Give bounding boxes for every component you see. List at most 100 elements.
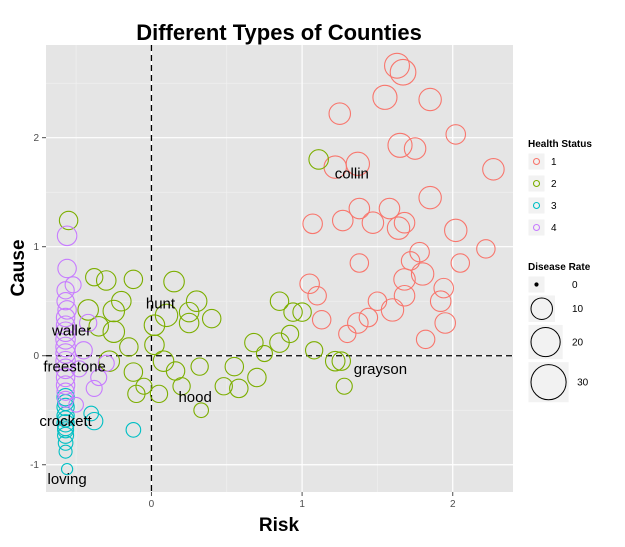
- point-status-2: [123, 362, 144, 382]
- point-status-2: [144, 334, 165, 356]
- y-axis-ticks: -1 0 1 2: [30, 133, 46, 471]
- chart-title: Different Types of Counties: [136, 20, 422, 45]
- legend-size-key-bg: [527, 294, 556, 323]
- point-status-4: [68, 396, 84, 413]
- legend-key-status-4: [532, 223, 541, 232]
- point-status-2: [88, 315, 110, 337]
- point-status-2: [95, 270, 117, 291]
- point-status-1: [338, 324, 357, 344]
- point-status-4: [56, 292, 75, 311]
- point-status-1: [482, 158, 505, 181]
- point-status-1: [380, 298, 405, 322]
- legend-disease-rate: Disease Rate 0 10 20 30: [527, 262, 591, 404]
- point-status-3: [58, 444, 73, 459]
- point-status-2: [331, 351, 352, 371]
- point-status-1: [387, 132, 413, 158]
- point-status-2: [324, 350, 346, 372]
- plot-panel: [46, 45, 513, 492]
- annotation-waller: waller: [51, 323, 91, 340]
- legend-label-status-2: 2: [551, 179, 557, 190]
- legend-size-label-20: 20: [572, 338, 584, 349]
- x-tick-label: 2: [450, 499, 456, 510]
- point-status-2: [247, 367, 267, 388]
- point-status-4: [56, 225, 78, 247]
- point-status-2: [214, 377, 233, 396]
- point-status-3: [60, 462, 74, 476]
- point-status-1: [476, 239, 496, 259]
- point-status-4: [79, 313, 98, 333]
- annotation-collin: collin: [335, 166, 369, 183]
- point-status-4: [97, 354, 115, 372]
- point-status-4: [85, 379, 103, 397]
- point-status-1: [429, 290, 452, 313]
- point-status-2: [119, 337, 139, 357]
- legend-size-label-30: 30: [577, 378, 589, 389]
- legend-health-status: Health Status 1 2 3 4: [527, 139, 592, 237]
- legend-size-key-bg: [527, 323, 564, 361]
- point-status-2: [58, 210, 79, 231]
- legend-key-bg: [527, 152, 546, 171]
- point-status-3: [125, 422, 142, 438]
- point-status-1: [307, 286, 327, 306]
- annotation-hunt: hunt: [146, 295, 176, 312]
- annotation-grayson: grayson: [354, 361, 407, 378]
- point-status-4: [70, 360, 88, 378]
- point-status-1: [389, 58, 417, 86]
- point-status-1: [328, 102, 352, 125]
- point-status-1: [418, 185, 442, 210]
- point-status-1: [358, 307, 379, 328]
- annotation-crockett: crockett: [39, 413, 92, 430]
- point-status-1: [302, 213, 323, 235]
- point-status-2: [304, 341, 324, 360]
- legend-size-label-10: 10: [572, 304, 584, 315]
- point-status-1: [361, 211, 385, 234]
- point-status-4: [55, 358, 76, 380]
- legend-key-status-2: [532, 179, 541, 188]
- point-status-1: [444, 218, 468, 243]
- point-status-1: [347, 312, 369, 334]
- legend-label-status-1: 1: [551, 157, 557, 168]
- point-status-2: [163, 270, 185, 293]
- point-status-3: [56, 387, 75, 407]
- reference-lines: [46, 45, 513, 492]
- point-status-1: [415, 329, 436, 350]
- point-status-2: [85, 268, 104, 287]
- point-status-4: [74, 341, 93, 360]
- point-status-1: [311, 309, 332, 330]
- point-status-2: [102, 320, 126, 344]
- point-status-2: [190, 357, 209, 376]
- y-axis-title: Cause: [8, 239, 29, 296]
- legend-size-key-bg: [527, 361, 570, 404]
- point-status-2: [102, 299, 126, 323]
- point-status-4: [55, 367, 76, 388]
- point-status-2: [152, 350, 175, 372]
- point-status-4: [57, 258, 77, 279]
- point-status-3: [57, 419, 75, 437]
- legend-size-key-30: [530, 364, 567, 401]
- point-status-1: [410, 262, 435, 286]
- point-status-1: [384, 52, 410, 79]
- legend-size-key-10: [530, 297, 553, 320]
- point-status-3: [57, 410, 75, 428]
- point-status-2: [335, 377, 353, 395]
- point-status-2: [149, 384, 169, 404]
- y-tick-label: -1: [30, 460, 39, 471]
- point-status-4: [55, 315, 76, 335]
- point-status-2: [244, 332, 264, 353]
- major-gridlines: [46, 45, 513, 492]
- point-status-2: [229, 378, 249, 399]
- legend-size-label-0: 0: [572, 280, 578, 291]
- point-status-3: [85, 411, 104, 431]
- point-status-1: [433, 277, 454, 299]
- legend-label-status-3: 3: [551, 201, 557, 212]
- point-status-1: [393, 284, 416, 307]
- legend-key-status-3: [532, 201, 541, 210]
- point-status-4: [55, 321, 76, 343]
- x-axis-ticks: 0 1 2: [149, 492, 456, 510]
- annotations: collin hunt waller freestone grayson hood croc…: [39, 166, 407, 488]
- point-status-1: [393, 268, 416, 291]
- data-points: [55, 52, 505, 476]
- legend-health-status-title: Health Status: [528, 139, 592, 150]
- point-status-3: [83, 405, 100, 422]
- x-axis-title: Risk: [259, 515, 300, 536]
